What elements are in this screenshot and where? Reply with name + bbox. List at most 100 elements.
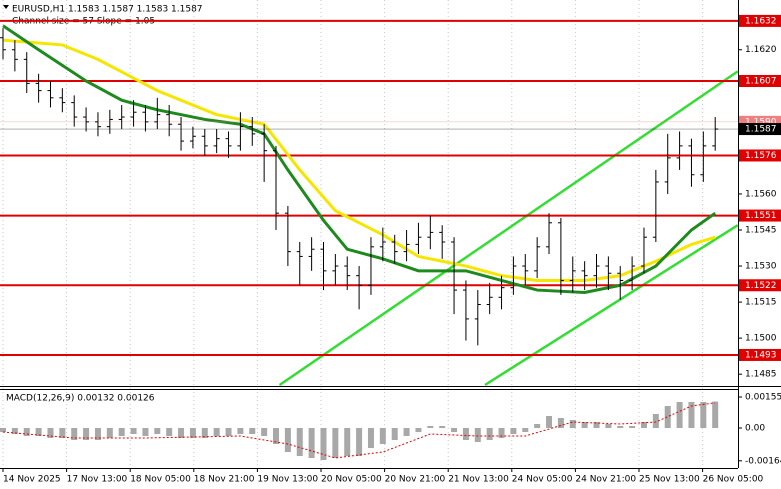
macd-bar bbox=[225, 428, 232, 436]
macd-bar bbox=[462, 428, 469, 440]
menu-arrow bbox=[3, 5, 9, 9]
macd-bar bbox=[534, 424, 541, 428]
level-label: 1.1576 bbox=[745, 151, 777, 161]
macd-bar bbox=[700, 402, 707, 428]
macd-bar bbox=[427, 426, 434, 428]
y-tick-label: 1.1500 bbox=[745, 334, 777, 344]
x-tick-label: 14 Nov 2025 bbox=[3, 475, 61, 485]
macd-bar bbox=[189, 428, 196, 438]
y-tick-label: 1.1485 bbox=[745, 370, 777, 380]
macd-bar bbox=[308, 428, 315, 458]
price-label: 1.1587 bbox=[745, 125, 777, 135]
macd-bar bbox=[166, 428, 173, 436]
macd-bar bbox=[712, 401, 719, 428]
y2-tick-label: 0.00 bbox=[745, 424, 765, 434]
x-tick-label: 18 Nov 05:00 bbox=[130, 475, 191, 485]
macd-bar bbox=[296, 428, 303, 456]
level-label-box bbox=[739, 279, 781, 292]
macd-bar bbox=[676, 402, 683, 428]
chart-title: EURUSD,H1 1.1583 1.1587 1.1583 1.1587 bbox=[12, 5, 203, 15]
level-label-box bbox=[739, 74, 781, 87]
macd-bar bbox=[106, 428, 113, 438]
macd-bar bbox=[94, 428, 101, 440]
x-tick-label: 17 Nov 13:00 bbox=[67, 475, 128, 485]
level-label: 1.1493 bbox=[745, 350, 777, 360]
level-label-box bbox=[739, 14, 781, 27]
x-tick-label: 26 Nov 05:00 bbox=[703, 475, 764, 485]
macd-bar bbox=[391, 428, 398, 440]
macd-bar bbox=[83, 428, 90, 440]
macd-bar bbox=[23, 428, 30, 436]
price-label: 1.1590 bbox=[745, 117, 777, 127]
macd-bar bbox=[605, 424, 612, 428]
macd-bar bbox=[403, 428, 410, 436]
x-tick-label: 18 Nov 21:00 bbox=[194, 475, 255, 485]
macd-bar bbox=[356, 428, 363, 456]
macd-bar bbox=[154, 428, 161, 434]
y-tick-label: 1.1620 bbox=[745, 45, 777, 55]
macd-bar bbox=[59, 428, 66, 438]
trend-line bbox=[278, 70, 739, 387]
macd-bar bbox=[0, 428, 6, 432]
y2-tick-label: -0.00164 bbox=[745, 456, 781, 466]
macd-title: MACD(12,26,9) 0.00132 0.00126 bbox=[6, 394, 155, 404]
macd-bar bbox=[178, 428, 185, 438]
macd-bar bbox=[213, 428, 220, 436]
macd-bar bbox=[652, 414, 659, 428]
y-tick-label: 1.1545 bbox=[745, 225, 777, 235]
macd-bar bbox=[451, 428, 458, 432]
macd-bar bbox=[581, 422, 588, 428]
y-tick-label: 1.1560 bbox=[745, 189, 777, 199]
macd-bar bbox=[284, 428, 291, 452]
macd-bar bbox=[629, 426, 636, 428]
macd-bar bbox=[332, 428, 339, 458]
macd-bar bbox=[486, 428, 493, 440]
macd-bar bbox=[546, 416, 553, 428]
macd-bar bbox=[344, 428, 351, 456]
macd-bar bbox=[569, 420, 576, 428]
macd-bar bbox=[664, 406, 671, 428]
macd-bar bbox=[237, 428, 244, 434]
macd-bar bbox=[688, 402, 695, 428]
macd-bar bbox=[415, 428, 422, 432]
y-tick-label: 1.1530 bbox=[745, 262, 777, 272]
macd-bar bbox=[35, 428, 42, 436]
x-tick-label: 24 Nov 05:00 bbox=[512, 475, 573, 485]
level-label-box bbox=[739, 149, 781, 162]
level-label: 1.1522 bbox=[745, 281, 777, 291]
y-tick-label: 1.1515 bbox=[745, 298, 777, 308]
macd-bar bbox=[367, 428, 374, 448]
x-tick-label: 20 Nov 05:00 bbox=[321, 475, 382, 485]
macd-bar bbox=[320, 428, 327, 460]
macd-bar bbox=[201, 428, 208, 438]
level-label: 1.1551 bbox=[745, 211, 777, 221]
macd-bar bbox=[273, 428, 280, 444]
level-label-box bbox=[739, 348, 781, 361]
macd-bar bbox=[118, 428, 125, 436]
macd-bar bbox=[249, 428, 256, 434]
macd-bar bbox=[617, 426, 624, 428]
x-tick-label: 24 Nov 21:00 bbox=[575, 475, 636, 485]
level-label: 1.1632 bbox=[745, 16, 777, 26]
macd-bar bbox=[640, 422, 647, 428]
macd-signal bbox=[2, 402, 716, 459]
macd-bar bbox=[522, 428, 529, 432]
macd-bar bbox=[379, 428, 386, 444]
macd-bar bbox=[130, 428, 137, 434]
x-tick-label: 21 Nov 13:00 bbox=[448, 475, 509, 485]
macd-bar bbox=[498, 428, 505, 438]
level-label-box bbox=[739, 209, 781, 222]
price-label-box bbox=[739, 123, 781, 136]
macd-bar bbox=[474, 428, 481, 442]
moving-average bbox=[2, 38, 716, 282]
macd-bar bbox=[11, 428, 18, 434]
macd-bar bbox=[557, 418, 564, 428]
trend-line bbox=[484, 224, 739, 387]
macd-bar bbox=[593, 422, 600, 428]
macd-bar bbox=[142, 428, 149, 436]
level-label: 1.1607 bbox=[745, 76, 777, 86]
x-tick-label: 19 Nov 13:00 bbox=[257, 475, 318, 485]
